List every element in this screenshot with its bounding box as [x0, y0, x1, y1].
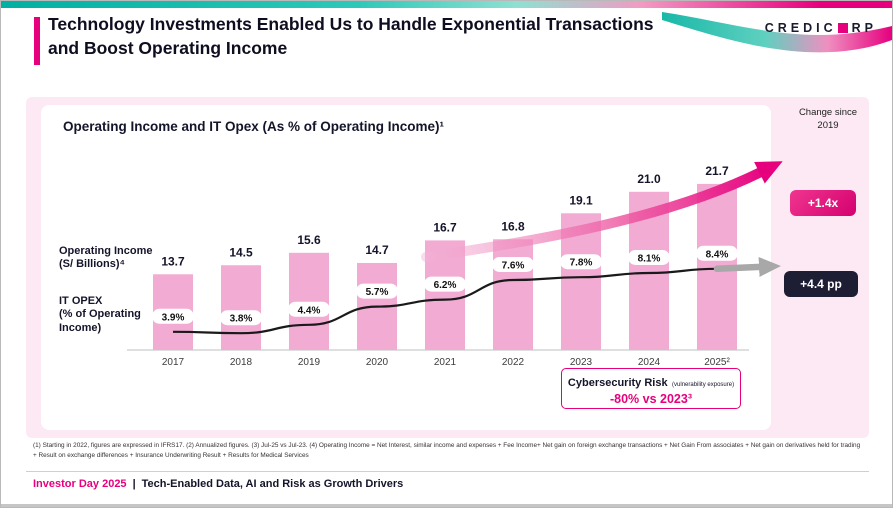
- brand-swoosh-path: [662, 12, 892, 53]
- footnotes: (1) Starting in 2022, figures are expres…: [33, 442, 861, 459]
- year-label-2023: 2023: [570, 357, 593, 368]
- bar-value-2025²: 21.7: [705, 164, 729, 178]
- pct-pill-2019: [288, 301, 330, 317]
- axis-label-it-opex: IT OPEX (% of Operating Income): [59, 295, 141, 334]
- pct-pill-2022: [492, 257, 534, 272]
- cybersecurity-callout-header: Cybersecurity Risk (vulnerability exposu…: [562, 373, 740, 391]
- change-since-label: Change since 2019: [798, 107, 858, 131]
- slide-title: Technology Investments Enabled Us to Han…: [48, 13, 654, 60]
- bar-value-2021: 16.7: [433, 220, 457, 234]
- credicorp-logo: CREDIC RP: [765, 21, 877, 35]
- chart-card: Operating Income and IT Opex (As % of Op…: [41, 105, 783, 430]
- footer-divider: [26, 471, 869, 472]
- pct-value-2023: 7.8%: [570, 258, 593, 269]
- year-label-2019: 2019: [298, 357, 321, 368]
- pct-labels: 3.9% 3.8% 4.4% 5.7% 6.2% 7.6% 7.8% 8.1% 8.4%: [152, 245, 738, 326]
- pct-value-2021: 6.2%: [434, 280, 457, 291]
- logo-square-icon: [837, 23, 848, 33]
- footer: Investor Day 2025 | Tech-Enabled Data, AI …: [33, 478, 403, 490]
- logo-text-left: CREDIC: [764, 21, 837, 35]
- bar-value-labels: 13.7 14.5 15.6 14.7 16.7 16.8 19.1 21.0 21.7: [161, 164, 729, 268]
- year-label-2022: 2022: [502, 357, 525, 368]
- cyber-title: Cybersecurity Risk: [567, 377, 668, 389]
- bar-value-2019: 15.6: [297, 233, 321, 247]
- bar-value-2023: 19.1: [569, 193, 593, 207]
- bar-2019: [289, 252, 329, 350]
- pct-value-2019: 4.4%: [298, 305, 321, 316]
- chart-title: Operating Income and IT Opex (As % of Op…: [63, 119, 445, 134]
- pct-pill-2025²: [696, 245, 738, 261]
- year-label-2020: 2020: [366, 357, 389, 368]
- bar-value-2020: 14.7: [365, 243, 389, 257]
- pct-pill-2018: [220, 310, 262, 326]
- year-label-2021: 2021: [434, 357, 457, 368]
- axis-label-operating-income: Operating Income (S/ Billions)⁴: [59, 245, 153, 271]
- title-accent-bar: [34, 17, 40, 65]
- cyber-subtitle: (vulnerability exposure): [672, 382, 735, 388]
- pct-value-2024: 8.1%: [638, 254, 661, 265]
- year-label-2025²: 2025²: [704, 357, 730, 368]
- badge-growth-multiplier: +1.4x: [790, 190, 856, 216]
- pct-pill-2020: [356, 283, 398, 299]
- slide-title-line1: Technology Investments Enabled Us to Han…: [48, 14, 654, 34]
- badge-pp-change: +4.4 pp: [784, 271, 858, 297]
- footer-title: Tech-Enabled Data, AI and Risk as Growth…: [141, 478, 404, 490]
- bar-2018: [221, 265, 261, 350]
- pct-value-2020: 5.7%: [366, 287, 389, 298]
- bar-2022: [493, 239, 533, 350]
- footer-event: Investor Day 2025: [33, 478, 127, 490]
- pct-value-2018: 3.8%: [230, 314, 253, 325]
- growth-arrow: [421, 161, 783, 262]
- year-label-2017: 2017: [162, 357, 185, 368]
- pct-value-2022: 7.6%: [502, 261, 525, 272]
- bottom-strip: [1, 504, 892, 507]
- it-opex-line: [172, 267, 718, 335]
- cyber-value: -80% vs 2023³: [609, 392, 692, 406]
- flat-trend-arrow: [713, 256, 781, 277]
- pct-pill-2021: [424, 276, 466, 292]
- slide-title-line2: and Boost Operating Income: [48, 37, 288, 58]
- bar-value-2018: 14.5: [229, 245, 253, 259]
- year-label-2024: 2024: [638, 357, 661, 368]
- logo-text-right: RP: [851, 21, 877, 35]
- footer-separator: |: [132, 478, 136, 490]
- bar-value-2024: 21.0: [637, 172, 661, 186]
- year-label-2018: 2018: [230, 357, 253, 368]
- year-labels: 2017 2018 2019 2020 2021 2022 2023 2024 2025²: [162, 357, 731, 368]
- pct-value-2025²: 8.4%: [706, 249, 729, 260]
- top-gradient-strip: [1, 1, 892, 8]
- bar-value-2017: 13.7: [161, 254, 185, 268]
- pct-pill-2023: [560, 254, 602, 270]
- cybersecurity-callout: Cybersecurity Risk (vulnerability exposu…: [561, 368, 741, 409]
- brand-swoosh: [662, 12, 892, 53]
- chart: 13.7 14.5 15.6 14.7 16.7 16.8 19.1 21.0 21.7 3.9%…: [127, 161, 783, 368]
- pct-pill-2017: [152, 308, 194, 324]
- pct-value-2017: 3.9%: [162, 312, 185, 323]
- pct-pill-2024: [628, 250, 670, 265]
- bar-value-2022: 16.8: [501, 219, 525, 233]
